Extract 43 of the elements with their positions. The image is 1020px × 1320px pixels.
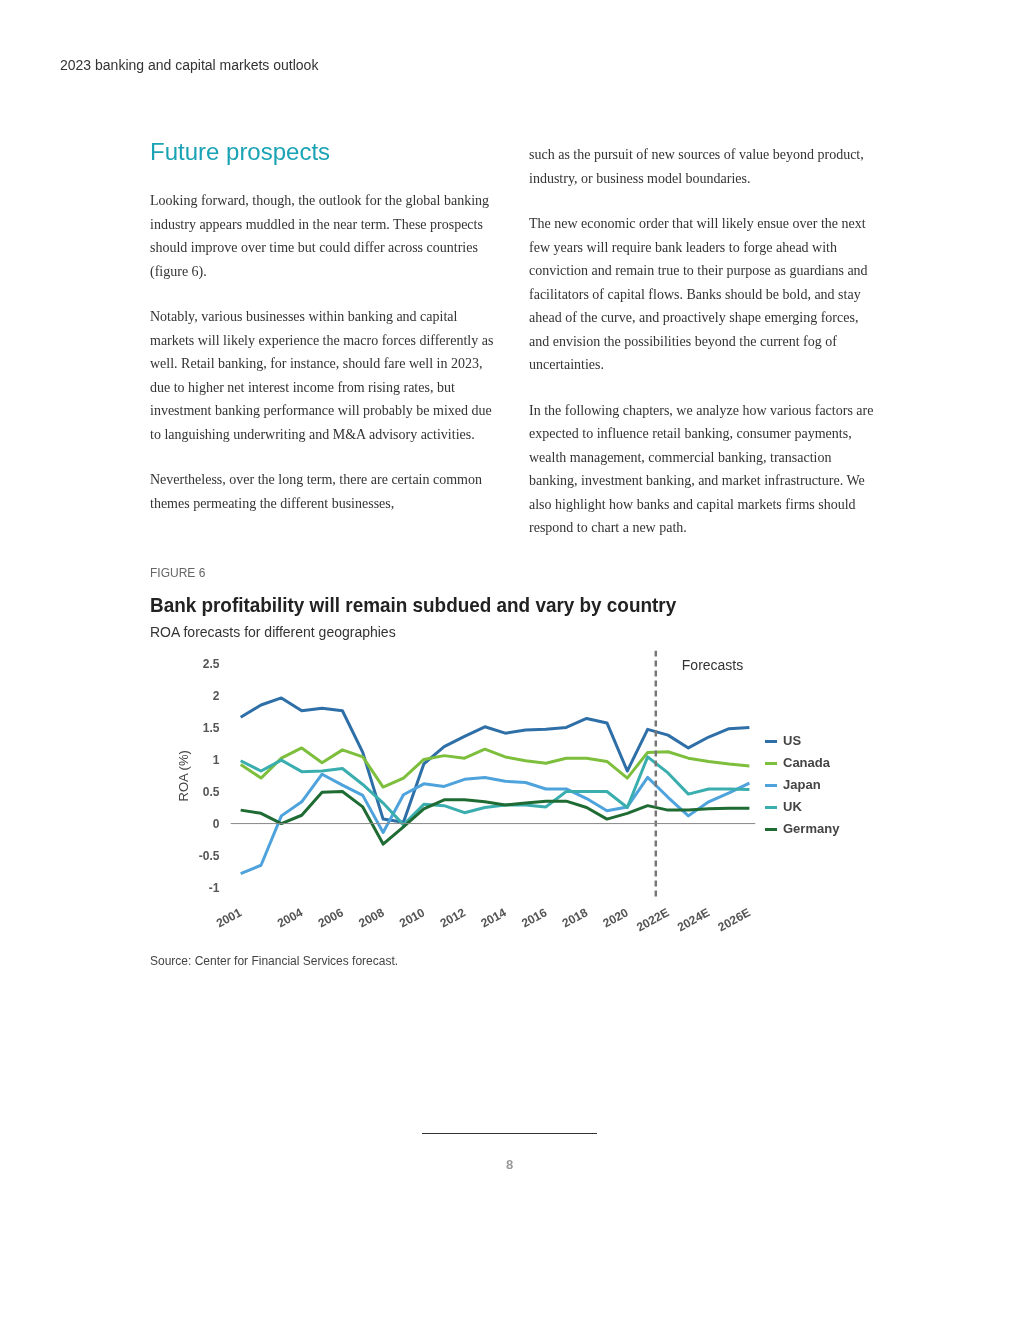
x-tick-label: 2008 [356, 905, 387, 931]
caption: FIGURE 6 [150, 565, 207, 582]
y-tick-label: 1 [212, 752, 220, 767]
chart-title: Bank profitability will remain subdued and vary by country [150, 592, 677, 619]
x-tick-label: 2010 [397, 905, 428, 931]
legend-label: UK [783, 797, 802, 816]
legend-label: US [783, 731, 802, 750]
line-series [239, 790, 751, 846]
text: Notably, various businesses within banking and capital markets will likely experience the macro forces differently as well. Retail banking, for instance, should fare well in 2023, due to higher net interest income from rising rates, but investment banking performance will probably be mixed due to languishing underwriting and M&A advisory activities. [150, 308, 495, 444]
y-tick-label: 1.5 [202, 720, 220, 735]
text: Nevertheless, over the long term, there are certain common themes permeating the different businesses, [150, 471, 483, 513]
text: 2023 banking and capital markets outlook [60, 56, 319, 75]
y-tick-label: 2.5 [202, 656, 220, 671]
text: Future prospects [150, 137, 332, 167]
y-tick-label: -1 [208, 881, 220, 896]
y-tick-label: -0.5 [198, 849, 220, 864]
line-series [239, 696, 751, 824]
text: In the following chapters, we analyze how various factors are expected to influence retail banking, consumer payments, wealth management, commercial banking, transaction banking, investment banking, and market infrastructure. We also highlight how banks and capital markets firms should respond to chart a new path. [529, 401, 874, 537]
text: 8 [422, 1133, 597, 1175]
text: such as the pursuit of new sources of value beyond product, industry, or business model boundaries. [529, 146, 865, 188]
y-axis-title: ROA (%) [175, 750, 191, 802]
x-tick-label: 2001 [213, 905, 245, 931]
x-tick-label: 2016 [519, 905, 550, 931]
line-series [239, 755, 751, 827]
y-tick-label: 0.5 [202, 785, 220, 800]
line-series [239, 772, 751, 876]
x-tick-label: 2012 [437, 905, 469, 931]
x-tick-label: 2018 [559, 905, 591, 931]
text: The new economic order that will likely ensue over the next few years will require bank leaders to forge ahead with conviction and remain true to their purpose as guardians and facilitators of capital flows. Banks should be bold, and stay ahead of the curve, and proactively shape emerging forces, and envision the possibilities beyond the current fog of uncertainties. [529, 215, 869, 374]
legend-label: Canada [783, 753, 830, 772]
x-tick-label: 2014 [478, 905, 509, 931]
x-tick-label: 2004 [274, 905, 306, 931]
y-tick-label: 2 [212, 688, 220, 703]
text: Looking forward, though, the outlook for the global banking industry appears muddled in the near term. These prospects should improve over time but could differ across countries (figure 6). [150, 192, 491, 281]
legend-label: Japan [783, 775, 821, 794]
chart-subtitle: ROA forecasts for different geographies [150, 623, 397, 643]
x-tick-label: 2020 [600, 905, 631, 931]
legend-label: Germany [783, 819, 840, 838]
ref-line-label: Forecasts [681, 656, 744, 673]
x-tick-label: 2006 [315, 905, 347, 931]
y-tick-label: 0 [212, 817, 220, 832]
source-note: Source: Center for Financial Services forecast. [150, 953, 399, 970]
line-series [239, 746, 751, 789]
